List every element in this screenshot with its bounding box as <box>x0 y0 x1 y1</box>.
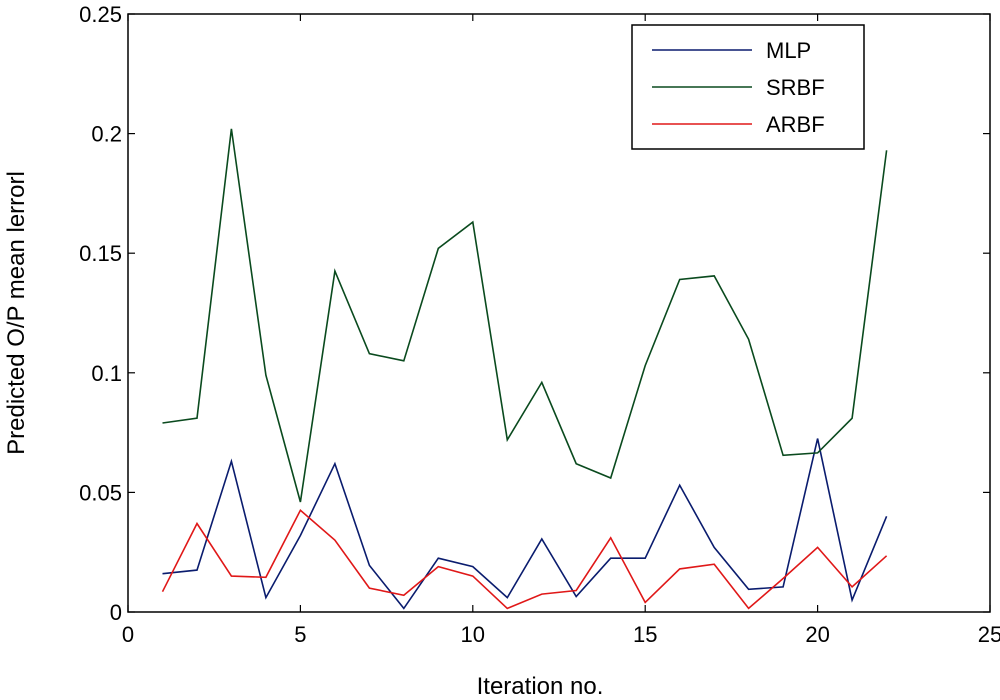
y-tick-label: 0.05 <box>79 480 122 505</box>
legend: MLP SRBF ARBF <box>631 24 865 150</box>
series-line-arbf <box>161 509 888 610</box>
x-tick-label: 5 <box>294 622 306 647</box>
x-tick-label: 15 <box>633 622 657 647</box>
x-tick-label: 10 <box>461 622 485 647</box>
y-tick-label: 0 <box>110 600 122 625</box>
x-tick-label: 0 <box>122 622 134 647</box>
y-tick-label: 0.2 <box>91 122 122 147</box>
x-tick-label: 20 <box>805 622 829 647</box>
y-tick-label: 0.15 <box>79 241 122 266</box>
y-tick-label: 0.1 <box>91 361 122 386</box>
series-line-mlp <box>162 438 888 610</box>
series-lines <box>161 128 888 610</box>
x-tick-label: 25 <box>978 622 1000 647</box>
legend-label-mlp: MLP <box>766 38 811 63</box>
legend-label-arbf: ARBF <box>766 112 825 137</box>
y-tick-label: 0.25 <box>79 2 122 27</box>
x-axis-label: Iteration no. <box>477 673 604 700</box>
series-line-srbf <box>162 128 888 503</box>
x-axis-ticks: 0 5 10 15 20 25 <box>122 14 1000 647</box>
legend-label-srbf: SRBF <box>766 75 825 100</box>
y-axis-label: Predicted O/P mean lerrorl <box>3 171 30 455</box>
y-axis-ticks: 0 0.05 0.1 0.15 0.2 0.25 <box>79 2 990 625</box>
